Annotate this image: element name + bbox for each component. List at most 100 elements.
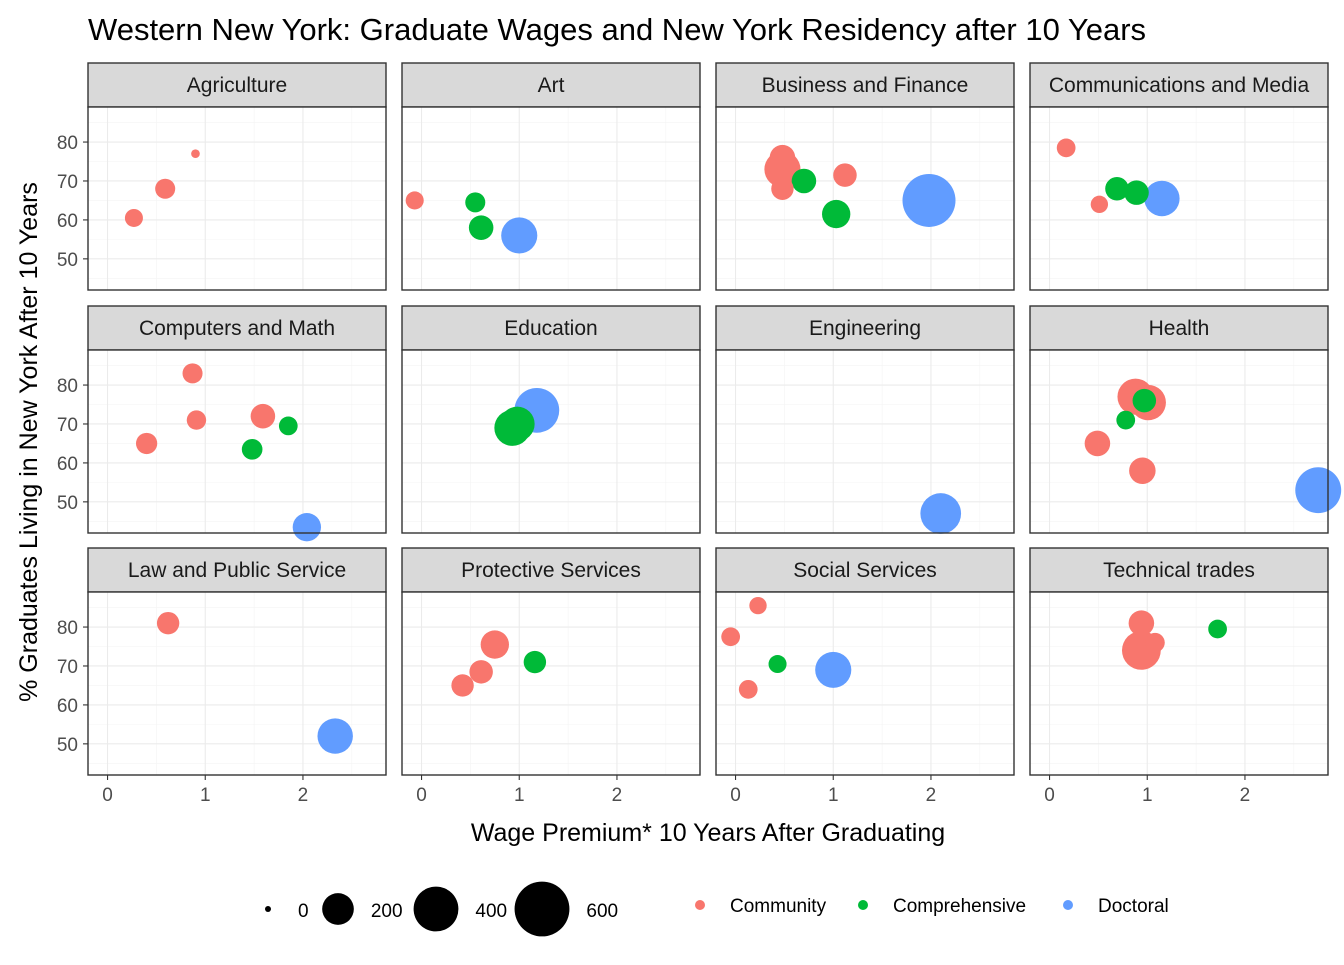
data-point-community: [191, 149, 200, 159]
facet-strip: [87, 62, 387, 108]
data-point-comprehensive: [1105, 177, 1129, 201]
panel-background: [1030, 350, 1328, 533]
facet-strip-label: Agriculture: [187, 74, 287, 97]
data-point-community: [1128, 610, 1155, 636]
size-legend-label: 600: [586, 901, 618, 922]
panel-background: [1030, 592, 1328, 775]
size-legend-key: [514, 881, 570, 937]
data-point-comprehensive: [278, 416, 298, 436]
facet-plot-area: 50 60 70 80: [57, 106, 387, 291]
data-point-community: [1129, 457, 1156, 484]
color-legend-label: Community: [730, 896, 827, 917]
data-point-community: [124, 208, 143, 227]
size-legend-key: [265, 906, 271, 912]
color-legend-key-community: [695, 900, 705, 910]
data-point-community: [1056, 138, 1076, 158]
data-point-community: [480, 630, 509, 659]
y-tick-label: 70: [57, 172, 78, 193]
data-point-community: [1090, 195, 1109, 214]
facet-education: Education: [401, 305, 701, 534]
y-tick-label: 50: [57, 250, 78, 271]
facet-health: Health: [1029, 305, 1342, 534]
y-tick-label: 80: [57, 618, 78, 639]
data-point-doctoral: [1295, 467, 1342, 514]
data-point-community: [738, 679, 758, 699]
x-axis-title: Wage Premium* 10 Years After Graduating: [471, 819, 945, 847]
panel-border: [1029, 591, 1329, 776]
size-legend-label: 0: [298, 901, 309, 922]
y-tick-label: 50: [57, 493, 78, 514]
data-point-comprehensive: [523, 650, 547, 674]
panel-border: [401, 349, 701, 534]
size-legend-key: [413, 886, 459, 932]
size-legend-key: [322, 893, 354, 925]
facet-strip: [1029, 305, 1329, 351]
x-tick-label: 0: [1044, 785, 1055, 806]
facet-plot-area: 0 1 2: [1029, 591, 1329, 806]
panel-border: [715, 349, 1015, 534]
facet-strip-label: Education: [504, 317, 597, 340]
x-tick-label: 1: [828, 785, 839, 806]
data-point-comprehensive: [1116, 410, 1136, 430]
y-tick-label: 50: [57, 735, 78, 756]
facet-strip: [715, 547, 1015, 593]
data-point-doctoral: [902, 173, 956, 227]
color-legend-key-comprehensive: [858, 900, 868, 910]
data-point-doctoral: [920, 493, 962, 534]
facet-strip-label: Engineering: [809, 317, 921, 340]
y-tick-label: 60: [57, 211, 78, 232]
data-point-community: [469, 660, 493, 684]
facet-social-services: Social Services 0 1 2: [715, 547, 1015, 806]
y-axis-title: % Graduates Living in New York After 10 …: [15, 182, 43, 702]
facet-strip: [401, 547, 701, 593]
facet-plot-area: 0 1 2: [401, 591, 701, 806]
data-point-comprehensive: [241, 438, 263, 460]
panel-border: [87, 349, 387, 534]
facet-strip-label: Art: [538, 74, 565, 97]
facet-strip-label: Computers and Math: [139, 317, 335, 340]
x-tick-label: 2: [1240, 785, 1251, 806]
size-legend-label: 400: [475, 901, 507, 922]
panel-border: [401, 591, 701, 776]
facet-plot-area: 0 1 2: [715, 591, 1015, 806]
facet-technical-trades: Technical trades 0 1 2: [1029, 547, 1329, 806]
facet-plot-area: [1029, 349, 1342, 534]
panel-border: [87, 591, 387, 776]
panel-background: [716, 107, 1014, 290]
facet-strip: [1029, 62, 1329, 108]
panel-background: [402, 107, 700, 290]
data-point-community: [182, 363, 203, 384]
data-point-comprehensive: [1124, 180, 1149, 205]
facet-strip: [715, 62, 1015, 108]
panel-background: [716, 592, 1014, 775]
data-point-community: [749, 596, 767, 615]
data-point-doctoral: [501, 217, 538, 254]
data-point-doctoral: [1144, 180, 1180, 217]
y-tick-label: 80: [57, 133, 78, 154]
size-legend-label: 200: [371, 901, 403, 922]
data-point-doctoral: [815, 651, 852, 688]
data-point-community: [155, 178, 176, 199]
y-tick-label: 60: [57, 454, 78, 475]
x-tick-label: 0: [730, 785, 741, 806]
chart-title: Western New York: Graduate Wages and New…: [88, 12, 1146, 47]
x-tick-label: 2: [298, 785, 309, 806]
data-point-comprehensive: [465, 192, 486, 213]
legend: 0 200 400 600 Community Comprehensive Doctoral: [265, 881, 1169, 937]
data-point-community: [1084, 430, 1111, 457]
facet-strip-label: Communications and Media: [1049, 74, 1310, 97]
data-point-community: [771, 177, 794, 200]
panel-background: [88, 350, 386, 533]
facet-law-and-public-service: Law and Public Service 50 60 70 80 0 1 2: [57, 547, 387, 806]
panel-border: [715, 591, 1015, 776]
facet-communications-and-media: Communications and Media: [1029, 62, 1329, 291]
data-point-community: [156, 611, 180, 635]
x-tick-label: 2: [612, 785, 623, 806]
data-point-community: [1145, 632, 1165, 653]
size-legend: 0 200 400 600: [265, 881, 618, 937]
data-point-doctoral: [317, 718, 353, 754]
x-tick-label: 0: [102, 785, 113, 806]
facet-engineering: Engineering: [715, 305, 1015, 534]
facet-strip: [401, 305, 701, 351]
